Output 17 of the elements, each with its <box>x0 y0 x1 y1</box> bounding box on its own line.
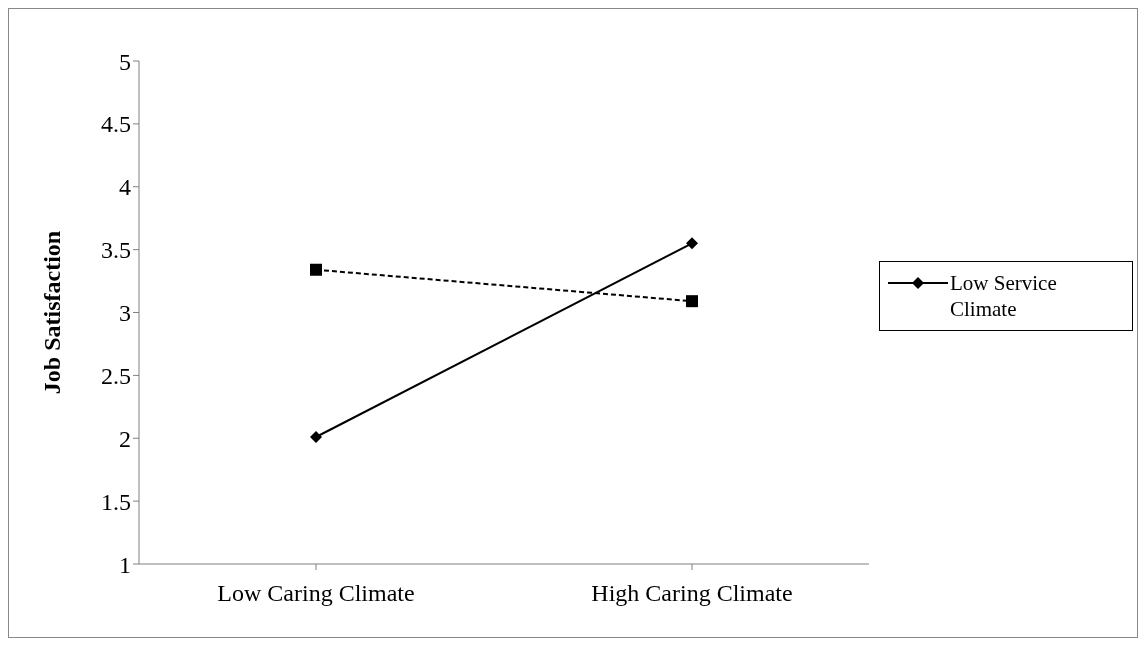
y-tick-label: 2.5 <box>101 362 131 389</box>
point <box>686 237 698 250</box>
y-tick-label: 5 <box>119 48 131 75</box>
y-tick-label: 2 <box>119 425 131 452</box>
point <box>310 430 322 443</box>
y-tick-label: 4.5 <box>101 111 131 138</box>
x-tick-label: Low Caring Climate <box>217 580 415 607</box>
y-tick-label: 3 <box>119 300 131 327</box>
y-tick-label: 1.5 <box>101 488 131 515</box>
y-tick-label: 3.5 <box>101 237 131 264</box>
legend-label: Low Service Climate <box>950 270 1058 322</box>
point <box>310 263 322 276</box>
point <box>686 295 698 308</box>
y-tick-label: 4 <box>119 174 131 201</box>
x-tick-label: High Caring Climate <box>591 580 793 607</box>
y-axis-title: Job Satisfaction <box>38 230 65 395</box>
y-tick-label: 1 <box>119 551 131 578</box>
